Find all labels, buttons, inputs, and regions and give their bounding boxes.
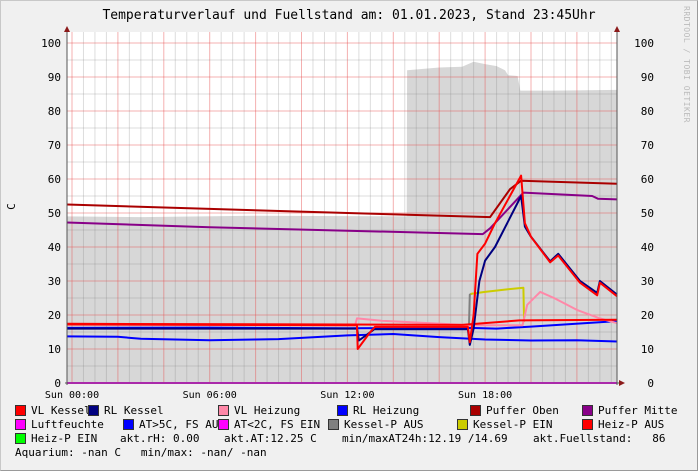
legend-item-kessel-p-aus: Kessel-P AUS [328, 418, 423, 431]
y-tick-label: 50 [48, 207, 61, 220]
legend-item-rl-kessel: RL Kessel [88, 404, 164, 417]
legend-swatch [470, 405, 481, 416]
legend-item-puffer-mitte: Puffer Mitte [582, 404, 677, 417]
minmax-at: min/maxAT24h:12.19 /14.69 [342, 432, 508, 445]
legend-swatch [328, 419, 339, 430]
legend-label: Heiz-P AUS [598, 418, 665, 431]
legend-label: RL Heizung [353, 404, 420, 417]
legend-item-rl-heizung: RL Heizung [337, 404, 419, 417]
legend-label: Heiz-P EIN [31, 432, 98, 445]
legend-item-puffer-oben: Puffer Oben [470, 404, 559, 417]
series-kessel-p-ein [470, 286, 526, 322]
legend-item-vl-heizung: VL Heizung [218, 404, 300, 417]
y-tick-label-right: 30 [641, 275, 654, 288]
legend-swatch [15, 433, 26, 444]
legend-label: Kessel-P AUS [344, 418, 424, 431]
legend-item-vl-kessel: VL Kessel [15, 404, 91, 417]
series-rl-kessel [67, 195, 618, 346]
legend-swatch [123, 419, 134, 430]
legend-label: Puffer Oben [486, 404, 559, 417]
y-tick-label: 20 [48, 309, 61, 322]
fuellstand-area [67, 61, 618, 383]
legend-label: Puffer Mitte [598, 404, 678, 417]
legend-item-heiz-p-ein: Heiz-P EIN [15, 432, 97, 445]
y-tick-label-right: 20 [641, 309, 654, 322]
legend-item-at-5c-fs-aus: AT>5C, FS AUS [123, 418, 225, 431]
y-tick-label: 90 [48, 71, 61, 84]
y-tick-label-right: 90 [641, 71, 654, 84]
y-tick-label-right: 70 [641, 139, 654, 152]
y-tick-label: 40 [48, 241, 61, 254]
legend-swatch [88, 405, 99, 416]
legend-item-at-2c-fs-ein: AT<2C, FS EIN [218, 418, 320, 431]
legend-label: Kessel-P EIN [473, 418, 553, 431]
series-at-5c-fs-aus [66, 333, 618, 343]
y-tick-label: 0 [54, 377, 61, 390]
y-axis-right-arrow-icon [614, 26, 620, 32]
y-tick-label: 80 [48, 105, 61, 118]
legend-item-heiz-p-aus: Heiz-P AUS [582, 418, 664, 431]
x-tick-label: Sun 18:00 [458, 390, 512, 400]
aquarium-status: Aquarium: -nan C min/max: -nan/ -nan [15, 446, 267, 459]
x-axis-arrow-icon [619, 380, 625, 386]
y-tick-label-right: 40 [641, 241, 654, 254]
legend-label: VL Kessel [31, 404, 91, 417]
legend-label: VL Heizung [234, 404, 301, 417]
y-tick-label-right: 80 [641, 105, 654, 118]
y-tick-label: 100 [41, 37, 61, 50]
legend-swatch [15, 419, 26, 430]
legend-swatch [582, 405, 593, 416]
legend-swatch [218, 419, 229, 430]
akt-rh: akt.rH: 0.00 [120, 432, 200, 445]
legend-item-kessel-p-ein: Kessel-P EIN [457, 418, 552, 431]
watermark: RRDTOOL / TOBI OETIKER [682, 6, 691, 123]
legend-swatch [457, 419, 468, 430]
x-tick-label: Sun 00:00 [45, 390, 99, 400]
y-axis-arrow-icon [64, 26, 70, 32]
akt-fuellstand: akt.Fuellstand: 86 [533, 432, 666, 445]
y-tick-label-right: 10 [641, 343, 654, 356]
y-tick-label-right: 0 [647, 377, 654, 390]
y-tick-label: 60 [48, 173, 61, 186]
y-tick-label: 70 [48, 139, 61, 152]
x-tick-label: Sun 06:00 [183, 390, 237, 400]
y-tick-label-right: 60 [641, 173, 654, 186]
legend-swatch [218, 405, 229, 416]
legend-swatch [582, 419, 593, 430]
legend-label: AT<2C, FS EIN [234, 418, 321, 431]
y-tick-label: 10 [48, 343, 61, 356]
chart-svg: 0 0 10 10 20 20 30 30 40 40 50 50 60 60 70 70 80 80 90 90 10… [41, 26, 654, 400]
akt-at: akt.AT:12.25 C [224, 432, 317, 445]
y-tick-label-right: 50 [641, 207, 654, 220]
legend-swatch [15, 405, 26, 416]
y-tick-label-right: 100 [634, 37, 654, 50]
chart-title: Temperaturverlauf und Fuellstand am: 01.… [102, 8, 596, 23]
legend-item-luftfeuchte: Luftfeuchte [15, 418, 104, 431]
y-tick-label: 30 [48, 275, 61, 288]
legend-label: Luftfeuchte [31, 418, 104, 431]
x-tick-label: Sun 12:00 [320, 390, 374, 400]
series-vl-heizung [66, 290, 618, 327]
legend-label: RL Kessel [104, 404, 164, 417]
legend-swatch [337, 405, 348, 416]
legend-label: AT>5C, FS AUS [139, 418, 226, 431]
series-puffer-mitte [66, 191, 618, 236]
series-vl-kessel [66, 174, 618, 350]
